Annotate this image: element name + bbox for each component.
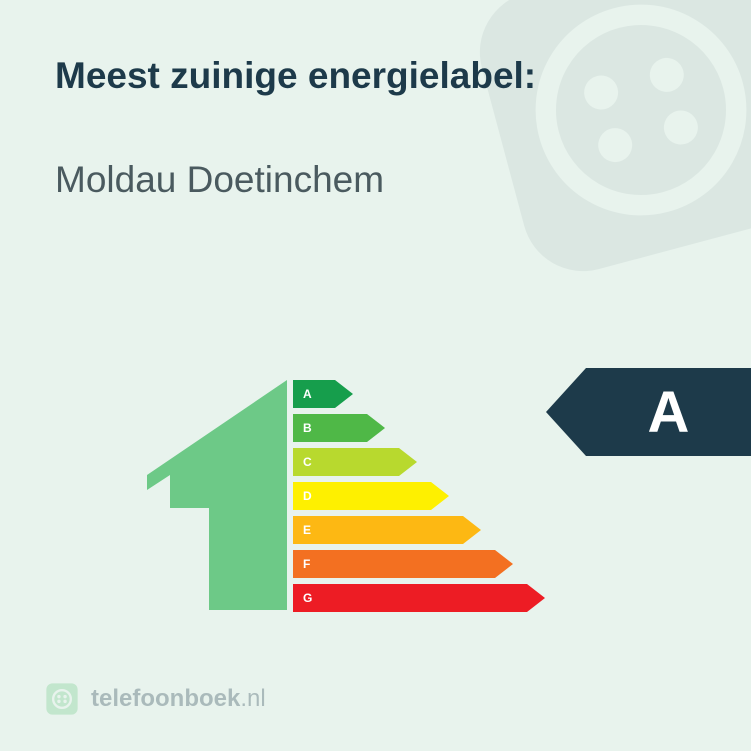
footer-brand: telefoonboek.nl (45, 682, 266, 716)
bar-arrow-icon (399, 448, 417, 476)
brand-name-bold: telefoonboek (91, 685, 240, 713)
energy-bar-g: G (293, 584, 545, 612)
page-title: Meest zuinige energielabel: (55, 55, 696, 97)
energy-bars: ABCDEFG (293, 380, 545, 618)
energy-bar-e: E (293, 516, 545, 544)
energy-bar-f: F (293, 550, 545, 578)
energy-bar-label: F (293, 550, 495, 578)
energy-bar-label: B (293, 414, 367, 442)
footer-text: telefoonboek.nl (91, 685, 266, 713)
brand-name-light: .nl (240, 685, 265, 713)
bar-arrow-icon (495, 550, 513, 578)
energy-bar-d: D (293, 482, 545, 510)
bar-arrow-icon (431, 482, 449, 510)
bar-arrow-icon (367, 414, 385, 442)
page-subtitle: Moldau Doetinchem (55, 159, 696, 201)
energy-bar-label: C (293, 448, 399, 476)
bar-arrow-icon (527, 584, 545, 612)
content-area: Meest zuinige energielabel: Moldau Doeti… (0, 0, 751, 201)
energy-bar-b: B (293, 414, 545, 442)
house-icon (147, 380, 287, 610)
energy-bar-c: C (293, 448, 545, 476)
brand-logo-icon (45, 682, 79, 716)
badge-letter: A (586, 368, 751, 456)
energy-bar-a: A (293, 380, 545, 408)
energy-bar-label: E (293, 516, 463, 544)
bar-arrow-icon (463, 516, 481, 544)
energy-bar-label: D (293, 482, 431, 510)
rating-badge: A (546, 368, 751, 456)
energy-chart: ABCDEFG A (0, 338, 751, 638)
energy-bar-label: A (293, 380, 335, 408)
energy-bar-label: G (293, 584, 527, 612)
bar-arrow-icon (335, 380, 353, 408)
badge-arrow-icon (546, 368, 586, 456)
